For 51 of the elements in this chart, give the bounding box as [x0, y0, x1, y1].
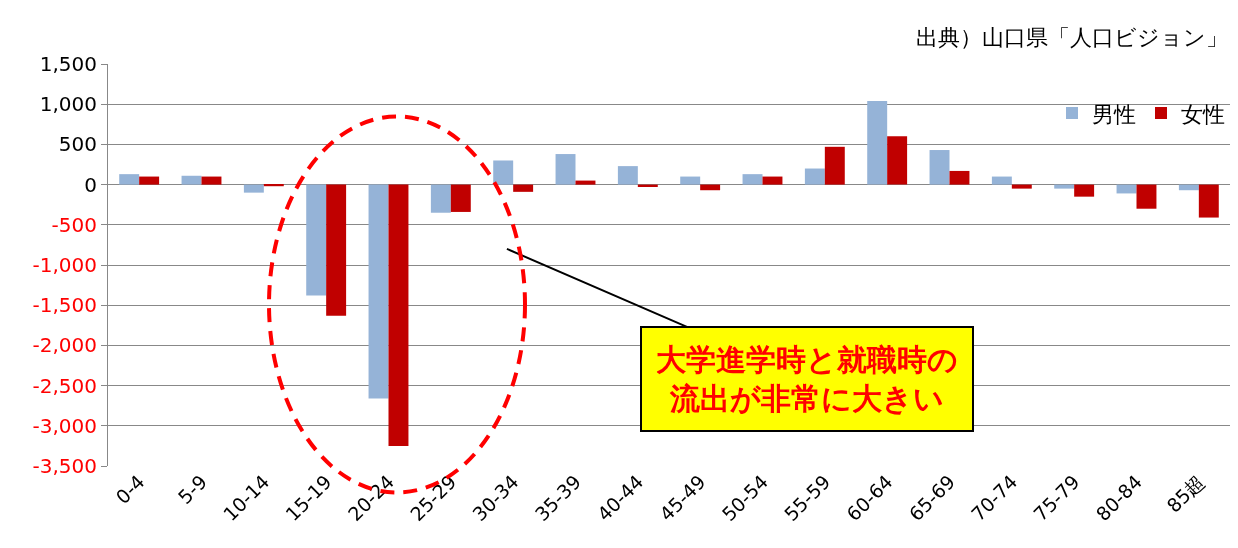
bar — [867, 100, 888, 185]
x-tick-label: 85超 — [1162, 470, 1209, 517]
y-tick-label: 0 — [84, 172, 97, 197]
bar — [617, 166, 638, 185]
bar — [1116, 184, 1137, 194]
bar — [139, 176, 160, 185]
bar — [201, 176, 222, 185]
bar — [762, 176, 783, 185]
bar — [263, 184, 284, 187]
bar — [450, 184, 471, 212]
bar — [388, 184, 409, 446]
bar — [575, 180, 596, 185]
y-tick-label: 1,000 — [39, 92, 97, 117]
bar — [306, 184, 327, 296]
bar — [887, 136, 908, 185]
y-tick-label: -2,500 — [32, 373, 97, 398]
bar — [929, 150, 950, 185]
bar — [430, 184, 451, 213]
bar — [513, 184, 534, 192]
bar — [1011, 184, 1032, 189]
y-tick-label: -3,000 — [32, 413, 97, 438]
bar — [243, 184, 264, 193]
bar — [1136, 184, 1157, 209]
bar — [368, 184, 389, 399]
bar — [119, 174, 140, 185]
source-note: 出典）山口県「人口ビジョン」 — [916, 25, 1228, 50]
bar — [680, 176, 701, 185]
y-tick-label: 500 — [58, 132, 97, 157]
x-tick-label: 5-9 — [173, 470, 212, 508]
y-tick-label: -500 — [51, 212, 97, 237]
y-tick-label: -1,000 — [32, 253, 97, 277]
y-tick-label: -3,500 — [32, 454, 97, 478]
bar — [1054, 184, 1075, 189]
y-tick-label: -1,500 — [32, 293, 97, 318]
bar — [742, 174, 763, 185]
bar — [1198, 184, 1219, 218]
legend-label: 男性 — [1092, 101, 1136, 127]
bar — [555, 154, 576, 185]
bar — [493, 160, 514, 185]
bar — [804, 168, 825, 185]
bar — [949, 170, 970, 185]
y-tick-label: 1,500 — [39, 52, 97, 76]
y-tick-label: -2,000 — [32, 333, 97, 358]
bar — [181, 175, 202, 185]
bar — [824, 146, 845, 185]
bar — [1074, 184, 1095, 197]
legend-label: 女性 — [1181, 101, 1225, 127]
bar — [991, 176, 1012, 185]
annotation: 大学進学時と就職時の流出が非常に大きい — [656, 342, 958, 416]
bar — [326, 184, 347, 316]
x-tick-label: 0-4 — [111, 470, 149, 508]
